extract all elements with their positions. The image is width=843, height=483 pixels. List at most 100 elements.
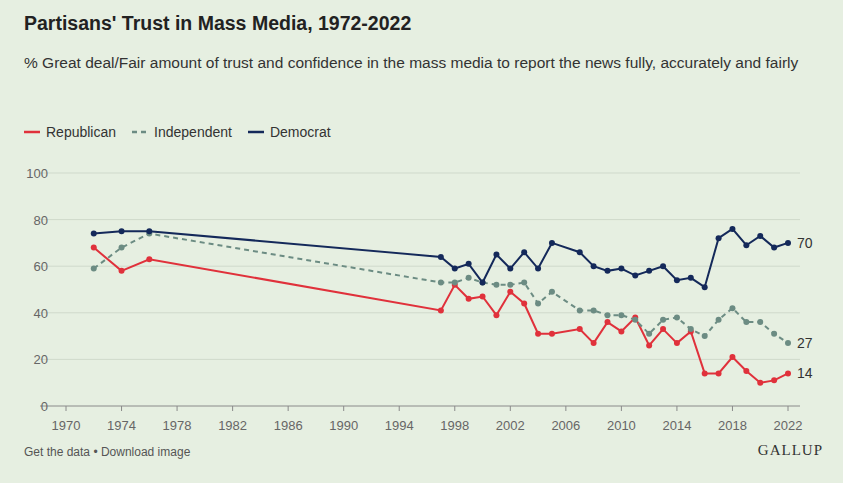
end-label: 14 <box>797 365 813 381</box>
point <box>452 280 458 286</box>
x-tick-label: 1970 <box>52 418 81 433</box>
grid-line <box>40 312 800 313</box>
point <box>771 377 777 383</box>
end-label: 27 <box>797 335 813 351</box>
legend-label: Republican <box>46 124 116 140</box>
point <box>771 245 777 251</box>
point <box>660 263 666 269</box>
x-tick <box>454 406 455 411</box>
point <box>674 277 680 283</box>
x-tick <box>510 406 511 411</box>
x-tick-label: 2010 <box>607 418 636 433</box>
grid-line <box>40 359 800 360</box>
title: Partisans' Trust in Mass Media, 1972-202… <box>24 12 411 35</box>
point <box>646 268 652 274</box>
series-line <box>94 229 788 287</box>
x-tick <box>343 406 344 411</box>
x-tick <box>121 406 122 411</box>
legend-item: Republican <box>24 124 116 140</box>
x-tick <box>288 406 289 411</box>
point <box>507 282 513 288</box>
point <box>757 233 763 239</box>
point <box>591 263 597 269</box>
x-tick-label: 1974 <box>107 418 136 433</box>
legend-label: Democrat <box>270 124 331 140</box>
point <box>549 240 555 246</box>
x-tick-label: 1998 <box>440 418 469 433</box>
x-tick-label: 1982 <box>218 418 247 433</box>
point <box>480 280 486 286</box>
legend-line <box>132 131 148 134</box>
point <box>743 368 749 374</box>
point <box>605 268 611 274</box>
x-tick-label: 1994 <box>385 418 414 433</box>
y-tick-label: 60 <box>34 259 48 274</box>
point <box>716 370 722 376</box>
grid-line <box>40 173 800 174</box>
point <box>91 266 97 272</box>
point <box>535 331 541 337</box>
point <box>785 240 791 246</box>
point <box>646 331 652 337</box>
point <box>702 284 708 290</box>
point <box>493 282 499 288</box>
point <box>729 226 735 232</box>
point <box>507 289 513 295</box>
legend-swatch <box>248 127 264 137</box>
x-tick <box>177 406 178 411</box>
footer[interactable]: Get the data • Download image <box>24 445 190 459</box>
point <box>466 275 472 281</box>
point <box>146 256 152 262</box>
point <box>480 293 486 299</box>
legend-item: Democrat <box>248 124 331 140</box>
point <box>119 268 125 274</box>
point <box>660 326 666 332</box>
point <box>146 228 152 234</box>
point <box>785 340 791 346</box>
legend: Republican Independent Democrat <box>24 124 331 140</box>
point <box>688 275 694 281</box>
point <box>618 328 624 334</box>
point <box>702 333 708 339</box>
point <box>743 319 749 325</box>
point <box>466 261 472 267</box>
point <box>480 280 486 286</box>
chart: 0204060801001970197419781982198619901994… <box>0 0 843 483</box>
y-tick-label: 100 <box>26 166 48 181</box>
point <box>591 307 597 313</box>
legend-line <box>248 131 264 134</box>
point <box>521 280 527 286</box>
x-tick <box>788 406 789 411</box>
x-tick-label: 2006 <box>551 418 580 433</box>
point <box>757 380 763 386</box>
point <box>785 370 791 376</box>
x-tick <box>66 406 67 411</box>
legend-swatch <box>132 127 148 137</box>
point <box>757 319 763 325</box>
point <box>743 242 749 248</box>
legend-label: Independent <box>154 124 232 140</box>
x-tick <box>621 406 622 411</box>
point <box>549 331 555 337</box>
x-tick <box>732 406 733 411</box>
y-tick-label: 80 <box>34 213 48 228</box>
y-tick-label: 0 <box>41 399 48 414</box>
point <box>549 289 555 295</box>
x-tick <box>399 406 400 411</box>
x-tick-label: 2018 <box>718 418 747 433</box>
point <box>605 319 611 325</box>
point <box>674 340 680 346</box>
point <box>438 254 444 260</box>
point <box>729 305 735 311</box>
point <box>618 312 624 318</box>
legend-swatch <box>24 127 40 137</box>
point <box>729 354 735 360</box>
x-tick-label: 1986 <box>274 418 303 433</box>
point <box>618 266 624 272</box>
point <box>119 245 125 251</box>
point <box>632 273 638 279</box>
labels: 142770 <box>797 235 813 381</box>
series-line <box>94 234 788 344</box>
point <box>466 296 472 302</box>
y-tick-label: 20 <box>34 352 48 367</box>
